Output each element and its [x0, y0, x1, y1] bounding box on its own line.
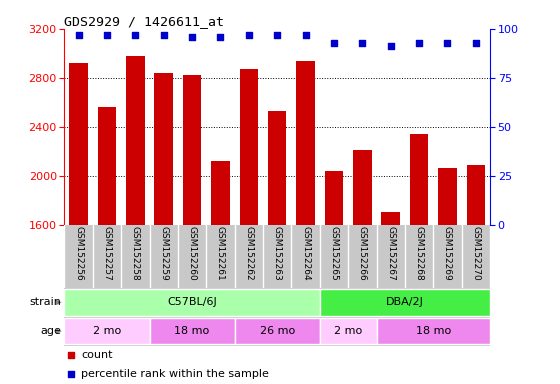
Bar — [69, 63, 88, 225]
Bar — [235, 318, 320, 344]
Bar — [150, 318, 235, 344]
Text: age: age — [41, 326, 62, 336]
Text: GSM152265: GSM152265 — [329, 226, 338, 281]
Point — [188, 33, 197, 40]
Bar — [183, 75, 201, 225]
Text: 2 mo: 2 mo — [93, 326, 121, 336]
Point — [216, 33, 225, 40]
Text: strain: strain — [30, 297, 62, 308]
Bar — [126, 56, 144, 225]
Text: 2 mo: 2 mo — [334, 326, 362, 336]
Point — [74, 31, 83, 38]
Bar — [325, 171, 343, 225]
Text: GSM152266: GSM152266 — [358, 226, 367, 281]
Point — [414, 40, 423, 46]
Point — [66, 371, 75, 377]
Text: GDS2929 / 1426611_at: GDS2929 / 1426611_at — [64, 15, 225, 28]
Text: GSM152267: GSM152267 — [386, 226, 395, 281]
Text: 18 mo: 18 mo — [175, 326, 209, 336]
Bar — [211, 161, 230, 225]
Text: 18 mo: 18 mo — [416, 326, 451, 336]
Point — [386, 43, 395, 50]
Bar — [296, 61, 315, 225]
Bar — [376, 318, 490, 344]
Text: C57BL/6J: C57BL/6J — [167, 297, 217, 308]
Point — [102, 31, 111, 38]
Text: GSM152258: GSM152258 — [131, 226, 140, 281]
Bar — [268, 111, 286, 225]
Point — [472, 40, 480, 46]
Bar — [353, 150, 371, 225]
Point — [66, 352, 75, 358]
Text: count: count — [81, 350, 113, 360]
Bar — [320, 318, 376, 344]
Text: GSM152261: GSM152261 — [216, 226, 225, 281]
Text: GSM152263: GSM152263 — [273, 226, 282, 281]
Bar — [240, 69, 258, 225]
Point — [358, 40, 367, 46]
Text: GSM152256: GSM152256 — [74, 226, 83, 281]
Text: GSM152262: GSM152262 — [244, 226, 253, 281]
Point — [301, 31, 310, 38]
Text: percentile rank within the sample: percentile rank within the sample — [81, 369, 269, 379]
Point — [443, 40, 452, 46]
Bar — [64, 318, 150, 344]
Bar — [381, 212, 400, 225]
Point — [273, 31, 282, 38]
Bar — [466, 165, 485, 225]
Point — [329, 40, 338, 46]
Text: 26 mo: 26 mo — [260, 326, 295, 336]
Point — [131, 31, 140, 38]
Bar — [438, 168, 456, 225]
Text: GSM152257: GSM152257 — [102, 226, 111, 281]
Text: GSM152264: GSM152264 — [301, 226, 310, 281]
Bar — [320, 289, 490, 316]
Bar — [64, 289, 320, 316]
Text: DBA/2J: DBA/2J — [386, 297, 424, 308]
Bar — [155, 73, 173, 225]
Text: GSM152270: GSM152270 — [472, 226, 480, 281]
Point — [159, 31, 168, 38]
Text: GSM152259: GSM152259 — [159, 226, 168, 281]
Point — [244, 31, 253, 38]
Text: GSM152260: GSM152260 — [188, 226, 197, 281]
Bar — [410, 134, 428, 225]
Text: GSM152268: GSM152268 — [414, 226, 423, 281]
Bar — [98, 107, 116, 225]
Text: GSM152269: GSM152269 — [443, 226, 452, 281]
